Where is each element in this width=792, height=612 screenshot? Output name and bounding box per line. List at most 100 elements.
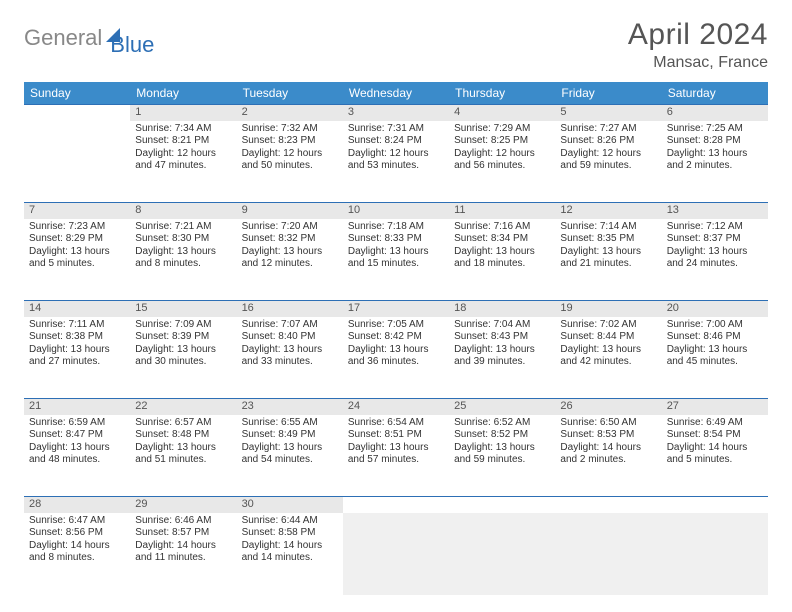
day-content-cell: Sunrise: 6:55 AMSunset: 8:49 PMDaylight:…	[237, 415, 343, 497]
sunset-text: Sunset: 8:25 PM	[454, 135, 550, 148]
day-number-cell	[343, 497, 449, 513]
sunrise-text: Sunrise: 6:47 AM	[29, 515, 125, 528]
day-number-cell: 20	[662, 301, 768, 317]
sunrise-text: Sunrise: 6:49 AM	[667, 417, 763, 430]
day-number-cell: 17	[343, 301, 449, 317]
day-content-row: Sunrise: 6:47 AMSunset: 8:56 PMDaylight:…	[24, 513, 768, 595]
sunrise-text: Sunrise: 7:21 AM	[135, 221, 231, 234]
weekday-header: Tuesday	[237, 82, 343, 105]
day-number-cell: 21	[24, 399, 130, 415]
day-number-cell	[24, 105, 130, 121]
daylight-text: Daylight: 13 hours and 51 minutes.	[135, 442, 231, 467]
day-content-row: Sunrise: 7:34 AMSunset: 8:21 PMDaylight:…	[24, 121, 768, 203]
daylight-text: Daylight: 14 hours and 8 minutes.	[29, 540, 125, 565]
day-content-cell: Sunrise: 6:57 AMSunset: 8:48 PMDaylight:…	[130, 415, 236, 497]
day-number-cell: 8	[130, 203, 236, 219]
sunrise-text: Sunrise: 7:05 AM	[348, 319, 444, 332]
sunset-text: Sunset: 8:51 PM	[348, 429, 444, 442]
sunset-text: Sunset: 8:40 PM	[242, 331, 338, 344]
day-content-cell: Sunrise: 6:54 AMSunset: 8:51 PMDaylight:…	[343, 415, 449, 497]
daylight-text: Daylight: 13 hours and 42 minutes.	[560, 344, 656, 369]
daylight-text: Daylight: 13 hours and 12 minutes.	[242, 246, 338, 271]
sunset-text: Sunset: 8:57 PM	[135, 527, 231, 540]
day-number-cell: 2	[237, 105, 343, 121]
day-content-cell: Sunrise: 7:12 AMSunset: 8:37 PMDaylight:…	[662, 219, 768, 301]
day-content-cell: Sunrise: 7:29 AMSunset: 8:25 PMDaylight:…	[449, 121, 555, 203]
page-header: General Blue April 2024 Mansac, France	[24, 18, 768, 72]
sunset-text: Sunset: 8:26 PM	[560, 135, 656, 148]
day-number-cell: 14	[24, 301, 130, 317]
day-number-cell: 5	[555, 105, 661, 121]
day-number-row: 21222324252627	[24, 399, 768, 415]
sunset-text: Sunset: 8:48 PM	[135, 429, 231, 442]
day-number-cell	[555, 497, 661, 513]
daylight-text: Daylight: 12 hours and 53 minutes.	[348, 148, 444, 173]
day-content-cell: Sunrise: 7:04 AMSunset: 8:43 PMDaylight:…	[449, 317, 555, 399]
day-number-cell: 22	[130, 399, 236, 415]
day-number-cell: 4	[449, 105, 555, 121]
day-content-cell: Sunrise: 6:46 AMSunset: 8:57 PMDaylight:…	[130, 513, 236, 595]
sunrise-text: Sunrise: 6:54 AM	[348, 417, 444, 430]
day-content-cell: Sunrise: 7:00 AMSunset: 8:46 PMDaylight:…	[662, 317, 768, 399]
day-number-cell: 26	[555, 399, 661, 415]
day-content-cell: Sunrise: 7:05 AMSunset: 8:42 PMDaylight:…	[343, 317, 449, 399]
sunrise-text: Sunrise: 6:55 AM	[242, 417, 338, 430]
sunrise-text: Sunrise: 7:00 AM	[667, 319, 763, 332]
day-number-cell: 12	[555, 203, 661, 219]
day-content-cell: Sunrise: 7:21 AMSunset: 8:30 PMDaylight:…	[130, 219, 236, 301]
day-content-cell	[662, 513, 768, 595]
day-number-row: 123456	[24, 105, 768, 121]
daylight-text: Daylight: 14 hours and 5 minutes.	[667, 442, 763, 467]
day-number-cell: 1	[130, 105, 236, 121]
sunrise-text: Sunrise: 7:31 AM	[348, 123, 444, 136]
logo-text-blue: Blue	[110, 32, 154, 58]
day-number-row: 14151617181920	[24, 301, 768, 317]
day-number-cell: 27	[662, 399, 768, 415]
daylight-text: Daylight: 13 hours and 21 minutes.	[560, 246, 656, 271]
weekday-header: Wednesday	[343, 82, 449, 105]
sunrise-text: Sunrise: 7:09 AM	[135, 319, 231, 332]
sunset-text: Sunset: 8:30 PM	[135, 233, 231, 246]
day-number-row: 282930	[24, 497, 768, 513]
logo-text-gray: General	[24, 25, 102, 51]
day-content-cell: Sunrise: 7:31 AMSunset: 8:24 PMDaylight:…	[343, 121, 449, 203]
weekday-header: Saturday	[662, 82, 768, 105]
daylight-text: Daylight: 14 hours and 11 minutes.	[135, 540, 231, 565]
daylight-text: Daylight: 12 hours and 50 minutes.	[242, 148, 338, 173]
daylight-text: Daylight: 13 hours and 15 minutes.	[348, 246, 444, 271]
sunset-text: Sunset: 8:35 PM	[560, 233, 656, 246]
day-content-cell: Sunrise: 6:49 AMSunset: 8:54 PMDaylight:…	[662, 415, 768, 497]
day-number-cell: 16	[237, 301, 343, 317]
sunset-text: Sunset: 8:54 PM	[667, 429, 763, 442]
day-content-cell: Sunrise: 7:02 AMSunset: 8:44 PMDaylight:…	[555, 317, 661, 399]
day-number-cell: 29	[130, 497, 236, 513]
sunset-text: Sunset: 8:49 PM	[242, 429, 338, 442]
day-number-cell: 28	[24, 497, 130, 513]
logo: General Blue	[24, 18, 154, 58]
daylight-text: Daylight: 13 hours and 8 minutes.	[135, 246, 231, 271]
sunset-text: Sunset: 8:52 PM	[454, 429, 550, 442]
location: Mansac, France	[628, 54, 768, 72]
day-number-cell	[662, 497, 768, 513]
sunset-text: Sunset: 8:56 PM	[29, 527, 125, 540]
day-number-cell: 19	[555, 301, 661, 317]
sunset-text: Sunset: 8:29 PM	[29, 233, 125, 246]
calendar-table: Sunday Monday Tuesday Wednesday Thursday…	[24, 82, 768, 595]
day-number-cell: 7	[24, 203, 130, 219]
sunset-text: Sunset: 8:53 PM	[560, 429, 656, 442]
sunrise-text: Sunrise: 6:59 AM	[29, 417, 125, 430]
day-content-cell: Sunrise: 7:14 AMSunset: 8:35 PMDaylight:…	[555, 219, 661, 301]
day-content-cell: Sunrise: 7:11 AMSunset: 8:38 PMDaylight:…	[24, 317, 130, 399]
sunrise-text: Sunrise: 6:46 AM	[135, 515, 231, 528]
daylight-text: Daylight: 13 hours and 18 minutes.	[454, 246, 550, 271]
day-content-cell: Sunrise: 7:20 AMSunset: 8:32 PMDaylight:…	[237, 219, 343, 301]
day-number-cell: 13	[662, 203, 768, 219]
day-number-cell: 3	[343, 105, 449, 121]
day-number-cell: 10	[343, 203, 449, 219]
sunrise-text: Sunrise: 7:02 AM	[560, 319, 656, 332]
weekday-header: Sunday	[24, 82, 130, 105]
weekday-header: Monday	[130, 82, 236, 105]
day-content-cell	[24, 121, 130, 203]
day-content-cell: Sunrise: 7:23 AMSunset: 8:29 PMDaylight:…	[24, 219, 130, 301]
day-content-cell: Sunrise: 6:59 AMSunset: 8:47 PMDaylight:…	[24, 415, 130, 497]
